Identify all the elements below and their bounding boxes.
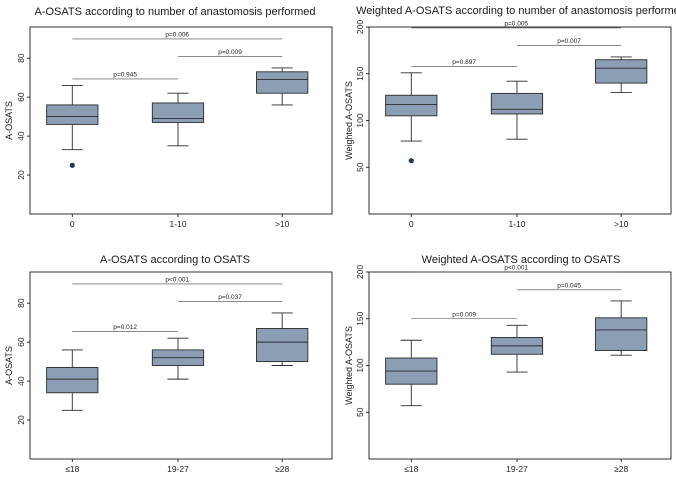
box [46,104,99,125]
y-axis-label: A-OSATS [4,101,14,140]
y-axis-label: Weighted A-OSATS [344,326,354,405]
box [151,102,205,123]
y-tick-label: 50 [355,162,365,172]
box [595,317,648,351]
y-tick-label: 60 [16,337,26,347]
x-tick-label: 19-27 [167,464,189,474]
y-tick-label: 100 [355,358,365,372]
p-value-label: p<0.001 [165,276,189,283]
y-tick-label: 200 [355,20,365,34]
box-group-2 [151,92,205,147]
outlier-point [69,162,75,168]
p-value-label: p=0.945 [113,71,137,78]
box [595,59,648,84]
chart-title: Weighted A-OSATS according to number of … [356,5,676,17]
y-tick-label: 80 [16,298,26,308]
p-value-label: p=0.007 [557,38,581,45]
x-tick-label: 1-10 [508,219,525,229]
p-value-label: p=0.005 [504,20,528,27]
box [256,71,309,94]
y-tick-label: 60 [16,92,26,102]
x-tick-label: 1-10 [169,219,186,229]
p-value-label: p=0.006 [165,31,189,38]
plot-frame [368,26,672,215]
x-tick-label: ≤18 [65,464,79,474]
box-group-1 [46,349,99,411]
y-tick-label: 150 [355,66,365,80]
y-tick-label: 20 [16,170,26,180]
plot-frame [29,271,333,460]
box-group-1 [385,72,438,164]
plot-frame [29,26,333,215]
y-tick-label: 50 [355,407,365,417]
p-value-label: p<0.001 [504,265,528,272]
box-group-2 [490,80,544,140]
outlier-point [408,158,414,164]
x-tick-label: 0 [70,219,75,229]
y-tick-label: 20 [16,415,26,425]
box [385,94,438,117]
box-group-2 [490,324,544,373]
x-tick-label: >10 [614,219,629,229]
chart-panel-4: Weighted A-OSATS according to OSATS Weigh… [344,254,672,474]
box [490,92,544,115]
box-group-3 [256,67,309,106]
y-tick-label: 40 [16,376,26,386]
chart-title: Weighted A-OSATS according to OSATS [422,254,621,266]
y-tick-label: 80 [16,53,26,63]
x-tick-label: ≥28 [275,464,289,474]
x-tick-label: >10 [275,219,290,229]
box-group-3 [256,312,309,366]
y-tick-label: 150 [355,311,365,325]
y-axis-label: Weighted A-OSATS [344,81,354,160]
y-tick-label: 200 [355,265,365,279]
box-group-1 [46,84,99,168]
p-value-label: p=0.009 [218,49,242,56]
x-tick-label: ≥28 [614,464,628,474]
box-group-1 [385,339,438,407]
p-value-label: p=0.012 [113,324,137,331]
chart-panel-3: A-OSATS according to OSATS A-OSATS 20 40 60 8… [4,254,333,474]
chart-panel-1: A-OSATS according to number of anastomos… [4,6,333,229]
y-tick-label: 40 [16,131,26,141]
chart-title: A-OSATS according to number of anastomos… [34,6,315,18]
y-tick-label: 100 [355,113,365,127]
p-value-label: p=0.009 [452,311,476,318]
p-value-label: p=0.037 [218,294,242,301]
p-value-label: p=0.045 [557,282,581,289]
y-axis-label: A-OSATS [4,346,14,385]
box [46,366,99,394]
p-value-label: p=0.897 [452,59,476,66]
x-tick-label: ≤18 [404,464,418,474]
box-group-3 [595,56,648,93]
chart-title: A-OSATS according to OSATS [100,254,250,266]
x-tick-label: 19-27 [506,464,528,474]
x-tick-label: 0 [409,219,414,229]
box-group-2 [151,337,205,380]
chart-panel-2: Weighted A-OSATS according to number of … [344,5,676,229]
box-group-3 [595,300,648,356]
box [256,328,309,363]
